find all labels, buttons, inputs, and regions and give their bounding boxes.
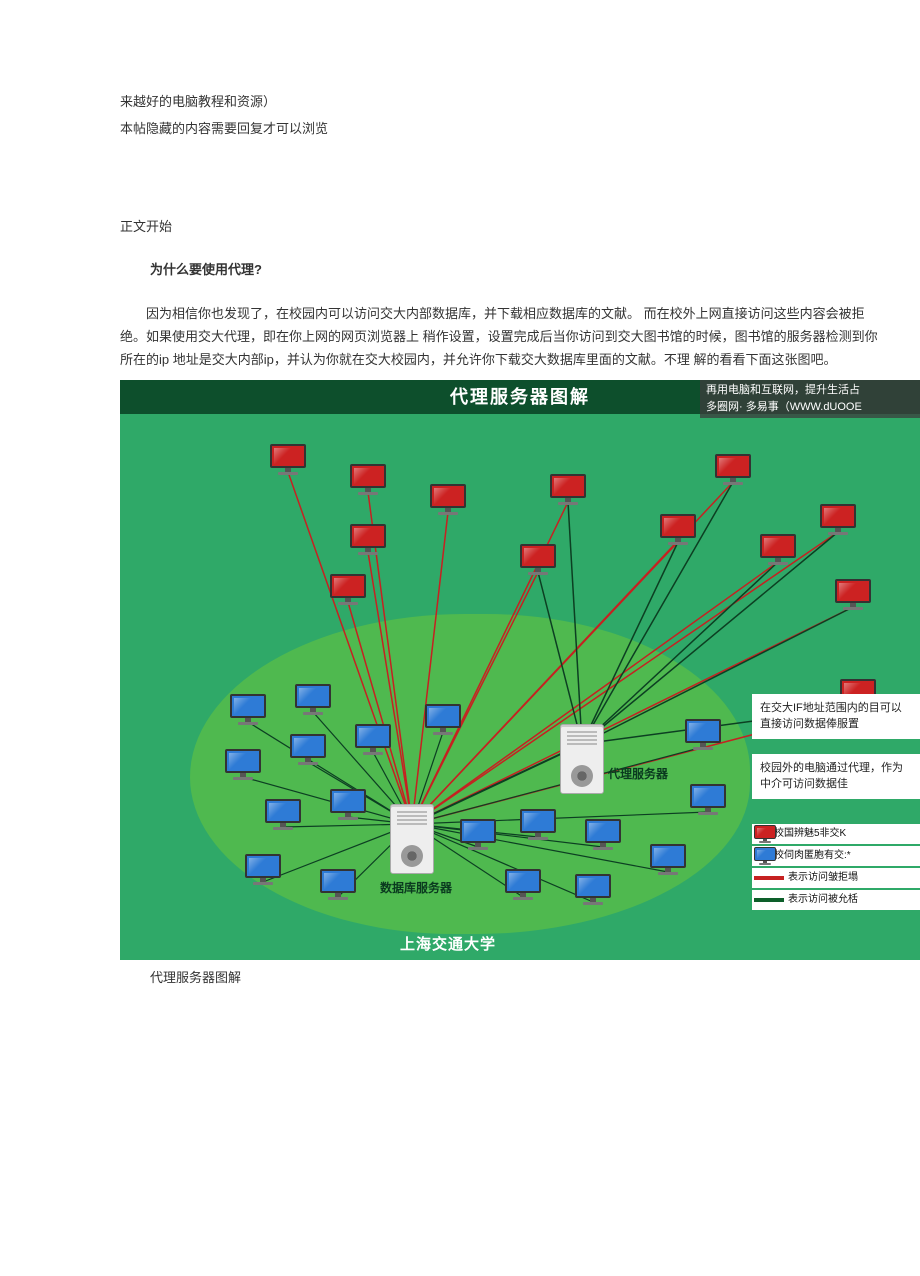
- proxy-server-icon: [560, 724, 604, 794]
- campus-pc-icon: [690, 784, 726, 815]
- campus-pc-icon: [320, 869, 356, 900]
- external-pc-icon: [760, 534, 796, 565]
- legend-green-line-icon: [754, 898, 784, 902]
- legend-text-3: 表示访问皱拒塌: [788, 869, 858, 887]
- campus-pc-icon: [245, 854, 281, 885]
- legend-red-pc-icon: [754, 825, 776, 843]
- database-server-label: 数据库服务器: [380, 878, 452, 900]
- section-title: 为什么要使用代理?: [150, 258, 880, 281]
- external-pc-icon: [430, 484, 466, 515]
- external-pc-icon: [520, 544, 556, 575]
- legend-row-green-line: 表示访问被允栝: [752, 890, 920, 910]
- campus-pc-icon: [425, 704, 461, 735]
- legend-row-blue-pc: 空太校伺肉匿胞有交:*: [752, 846, 920, 866]
- legend-row-red-pc: 文火校国辨魅5非交K: [752, 824, 920, 844]
- proxy-diagram: 代理服务器图解 再用电脑和互联网，提升生活占 多圈网· 多易事（WWW.dUOO…: [120, 380, 920, 960]
- info-bubble-1: 在交大IF地址范围内的目可以直接访问数据俸服置: [752, 694, 920, 739]
- campus-pc-icon: [330, 789, 366, 820]
- campus-pc-icon: [505, 869, 541, 900]
- campus-pc-icon: [585, 819, 621, 850]
- external-pc-icon: [715, 454, 751, 485]
- external-pc-icon: [550, 474, 586, 505]
- campus-pc-icon: [290, 734, 326, 765]
- watermark: 再用电脑和互联网，提升生活占 多圈网· 多易事（WWW.dUOOE: [700, 380, 920, 418]
- diagram-caption: 代理服务器图解: [150, 966, 920, 989]
- diagram-stage: 数据库服务器 代理服务器 上海交通大学 在交大IF地址范围内的目可以直接访问数据…: [120, 414, 920, 960]
- external-pc-icon: [835, 579, 871, 610]
- campus-pc-icon: [685, 719, 721, 750]
- campus-pc-icon: [520, 809, 556, 840]
- campus-pc-icon: [225, 749, 261, 780]
- legend: 文火校国辨魅5非交K 空太校伺肉匿胞有交:* 表示访问皱拒塌 表示访问被允栝: [752, 824, 920, 912]
- campus-pc-icon: [295, 684, 331, 715]
- external-pc-icon: [330, 574, 366, 605]
- intro-line-3: 正文开始: [120, 215, 880, 238]
- proxy-server-label: 代理服务器: [608, 764, 668, 786]
- campus-pc-icon: [355, 724, 391, 755]
- campus-pc-icon: [460, 819, 496, 850]
- campus-pc-icon: [650, 844, 686, 875]
- legend-red-line-icon: [754, 876, 784, 880]
- campus-pc-icon: [265, 799, 301, 830]
- campus-pc-icon: [575, 874, 611, 905]
- info-bubble-2: 校园外的电脑通过代理，作为中介可访问数据佳: [752, 754, 920, 799]
- watermark-line2: 多圈网· 多易事（WWW.dUOOE: [706, 401, 862, 413]
- legend-text-4: 表示访问被允栝: [788, 891, 858, 909]
- intro-line-2: 本帖隐藏的内容需要回复才可以浏览: [120, 117, 880, 140]
- university-label: 上海交通大学: [400, 931, 496, 958]
- diagram-container: 代理服务器图解 再用电脑和互联网，提升生活占 多圈网· 多易事（WWW.dUOO…: [120, 380, 920, 989]
- document-page: 来越好的电脑教程和资源） 本帖隐藏的内容需要回复才可以浏览 正文开始 为什么要使…: [0, 0, 920, 1029]
- intro-line-1: 来越好的电脑教程和资源）: [120, 90, 880, 113]
- body-paragraph: 因为相信你也发现了，在校园内可以访问交大内部数据库，并下载相应数据库的文献。 而…: [120, 302, 880, 372]
- legend-row-red-line: 表示访问皱拒塌: [752, 868, 920, 888]
- external-pc-icon: [350, 464, 386, 495]
- watermark-line1: 再用电脑和互联网，提升生活占: [706, 384, 860, 396]
- database-server-icon: [390, 804, 434, 874]
- external-pc-icon: [270, 444, 306, 475]
- legend-blue-pc-icon: [754, 847, 776, 865]
- external-pc-icon: [820, 504, 856, 535]
- spacer: [120, 145, 880, 215]
- campus-pc-icon: [230, 694, 266, 725]
- external-pc-icon: [660, 514, 696, 545]
- external-pc-icon: [350, 524, 386, 555]
